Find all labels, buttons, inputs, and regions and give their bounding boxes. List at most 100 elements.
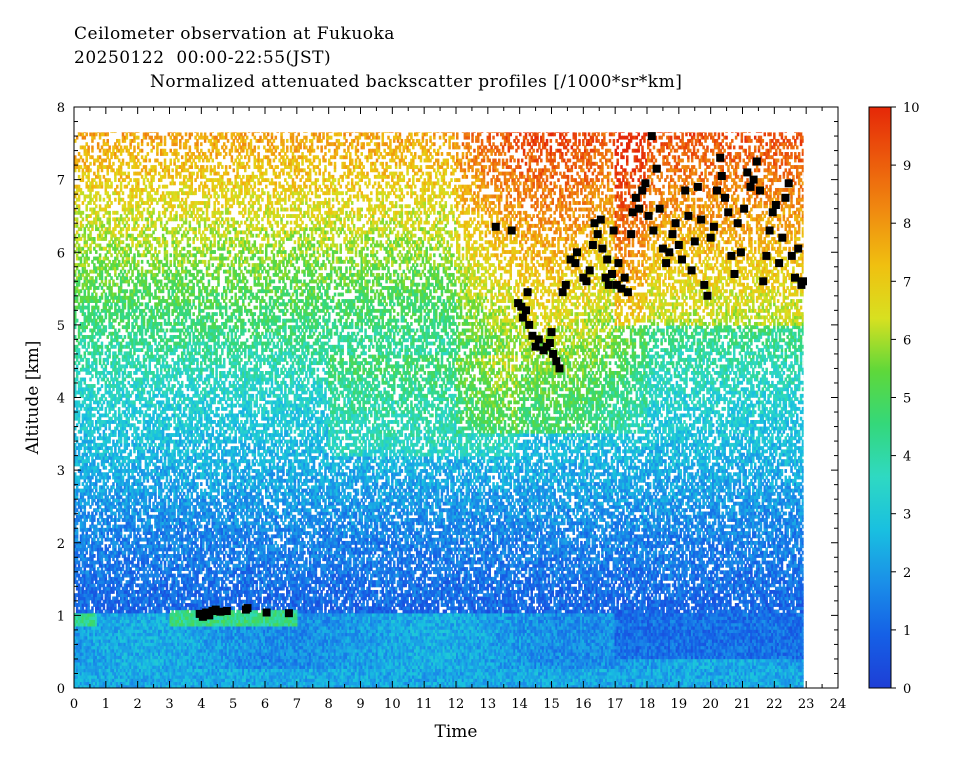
heat-cell — [79, 165, 83, 169]
heat-cell — [77, 488, 81, 493]
heat-cell — [74, 393, 77, 398]
heat-cell — [96, 642, 100, 647]
heat-cell — [137, 354, 140, 359]
heat-cell — [87, 446, 90, 451]
heat-cell — [98, 527, 102, 532]
heat-cell — [98, 599, 102, 604]
heat-cell — [95, 367, 98, 372]
heat-cell — [87, 586, 90, 591]
heat-cell — [77, 645, 81, 650]
heat-cell — [87, 511, 90, 516]
heat-cell — [91, 596, 94, 601]
heat-cell — [83, 603, 87, 607]
heat-cell — [106, 684, 109, 688]
heat-cell — [83, 557, 87, 562]
heat-cell — [77, 305, 81, 310]
heat-cell — [87, 557, 90, 562]
heat-cell — [102, 455, 106, 460]
heat-cell — [100, 550, 104, 555]
heat-cell — [102, 580, 106, 585]
heat-cell — [95, 397, 98, 402]
heat-cell — [77, 400, 81, 405]
heat-cell — [75, 491, 79, 496]
heat-cell — [95, 596, 98, 601]
heat-cell — [100, 475, 104, 480]
heat-cell — [100, 227, 104, 232]
heat-cell — [81, 390, 85, 395]
heat-cell — [91, 351, 94, 356]
heat-cell — [77, 263, 81, 268]
heat-cell — [83, 554, 87, 558]
heat-cell — [102, 223, 106, 228]
heat-cell — [75, 619, 79, 624]
heat-cell — [87, 616, 90, 620]
heat-cell — [89, 518, 92, 522]
heat-cell — [98, 478, 102, 483]
heat-cell — [77, 684, 81, 688]
heat-cell — [100, 259, 104, 264]
heat-cell — [100, 678, 104, 683]
heat-cell — [85, 403, 88, 408]
heat-cell — [91, 629, 94, 634]
heat-cell — [83, 194, 87, 199]
heat-cell — [98, 576, 102, 581]
heat-cell — [89, 550, 92, 555]
heat-cell — [85, 393, 88, 398]
heat-cell — [102, 658, 106, 663]
heat-cell — [79, 426, 83, 431]
heat-cell — [74, 478, 77, 483]
heat-cell — [81, 174, 85, 179]
heat-cell — [77, 158, 81, 163]
heat-cell — [93, 210, 96, 215]
heat-cell — [95, 501, 98, 506]
heat-cell — [95, 586, 98, 591]
heat-cell — [87, 410, 90, 415]
heat-cell — [96, 674, 100, 679]
heat-cell — [89, 237, 92, 241]
heat-cell — [102, 648, 106, 653]
heat-cell — [93, 593, 96, 598]
heat-cell — [104, 227, 108, 232]
heat-cell — [87, 570, 90, 575]
heat-cell — [95, 286, 98, 290]
heat-cell — [83, 527, 87, 532]
heat-cell — [104, 413, 108, 418]
heat-cell — [102, 158, 106, 163]
heat-cell — [93, 361, 96, 366]
heat-cell — [102, 370, 106, 375]
heat-cell — [127, 223, 130, 228]
heat-cell — [87, 655, 90, 660]
heat-cell — [104, 384, 108, 388]
heat-cell — [100, 384, 104, 388]
heat-cell — [79, 256, 83, 261]
heat-cell — [95, 331, 98, 336]
heat-cell — [79, 514, 83, 519]
heat-cell — [79, 625, 83, 630]
heat-cell — [95, 638, 98, 643]
heat-cell — [104, 616, 108, 620]
heat-cell — [83, 504, 87, 509]
heat-cell — [100, 315, 104, 320]
heat-cell — [91, 671, 94, 676]
heat-cell — [100, 168, 104, 173]
heat-cell — [87, 449, 90, 454]
heat-cell — [137, 178, 140, 183]
heat-cell — [95, 547, 98, 552]
heat-cell — [83, 475, 87, 480]
heat-cell — [100, 161, 104, 166]
heat-cell — [91, 433, 94, 437]
heat-cell — [91, 321, 94, 326]
heat-cell — [138, 161, 142, 166]
heat-cell — [81, 625, 85, 630]
heat-cell — [98, 642, 102, 647]
heat-cell — [74, 442, 77, 447]
heat-cell — [74, 184, 77, 189]
heat-cell — [98, 237, 102, 241]
heat-cell — [85, 204, 88, 209]
heat-cell — [77, 674, 81, 679]
heat-cell — [121, 233, 125, 238]
heat-cell — [87, 534, 90, 539]
heat-cell — [100, 684, 104, 688]
heat-cell — [83, 344, 87, 349]
heat-cell — [91, 589, 94, 594]
